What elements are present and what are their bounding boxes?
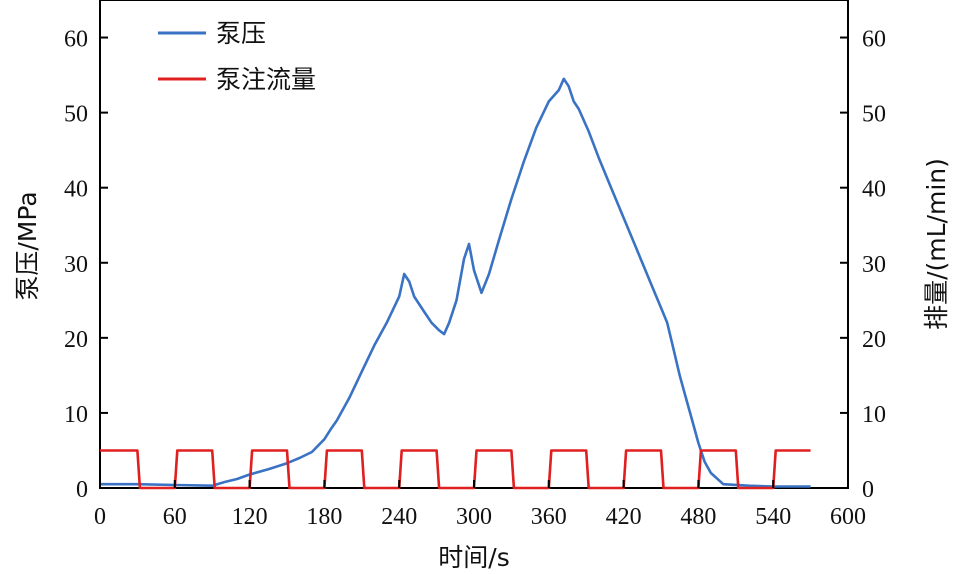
right-y-axis-label: 排量/(mL/min)	[922, 158, 951, 330]
series-line-injection-rate	[100, 449, 811, 490]
series-layer	[100, 77, 811, 490]
x-tick-label: 420	[606, 504, 642, 530]
right-y-tick-label: 60	[862, 27, 886, 53]
x-tick-label: 360	[531, 504, 567, 530]
left-y-tick-label: 60	[64, 27, 88, 53]
plot-frame	[99, 0, 849, 489]
right-y-tick-label: 20	[862, 327, 886, 353]
right-y-tick-label: 10	[862, 402, 886, 428]
left-y-tick-label: 0	[76, 477, 88, 503]
left-y-tick-label: 20	[64, 327, 88, 353]
right-y-tick-label: 0	[862, 477, 874, 503]
x-tick-label: 120	[232, 504, 268, 530]
left-y-tick-label: 40	[64, 177, 88, 203]
x-tick-label: 240	[381, 504, 417, 530]
legend-label-pump-pressure: 泵压	[216, 19, 266, 48]
x-tick-label: 300	[456, 504, 492, 530]
x-axis-label: 时间/s	[438, 543, 509, 572]
left-y-axis-ticks: 0 10 20 30 40 50 60	[64, 27, 108, 503]
x-tick-label: 600	[830, 504, 866, 530]
series-line-pump-pressure	[100, 77, 811, 488]
x-tick-label: 480	[680, 504, 716, 530]
legend: 泵压 泵注流量	[158, 19, 316, 94]
x-axis-ticks: 0 60 120 180 240 300 360 420 480 540 600	[94, 480, 866, 530]
left-y-axis-label: 泵压/MPa	[13, 191, 42, 300]
x-tick-label: 540	[755, 504, 791, 530]
right-y-axis-ticks: 0 10 20 30 40 50 60	[840, 27, 886, 503]
left-y-tick-label: 10	[64, 402, 88, 428]
right-y-tick-label: 40	[862, 177, 886, 203]
left-y-tick-label: 30	[64, 252, 88, 278]
x-tick-label: 0	[94, 504, 106, 530]
left-y-tick-label: 50	[64, 102, 88, 128]
legend-label-injection-rate: 泵注流量	[216, 65, 316, 94]
x-tick-label: 60	[163, 504, 187, 530]
right-y-tick-label: 30	[862, 252, 886, 278]
x-tick-label: 180	[306, 504, 342, 530]
right-y-tick-label: 50	[862, 102, 886, 128]
